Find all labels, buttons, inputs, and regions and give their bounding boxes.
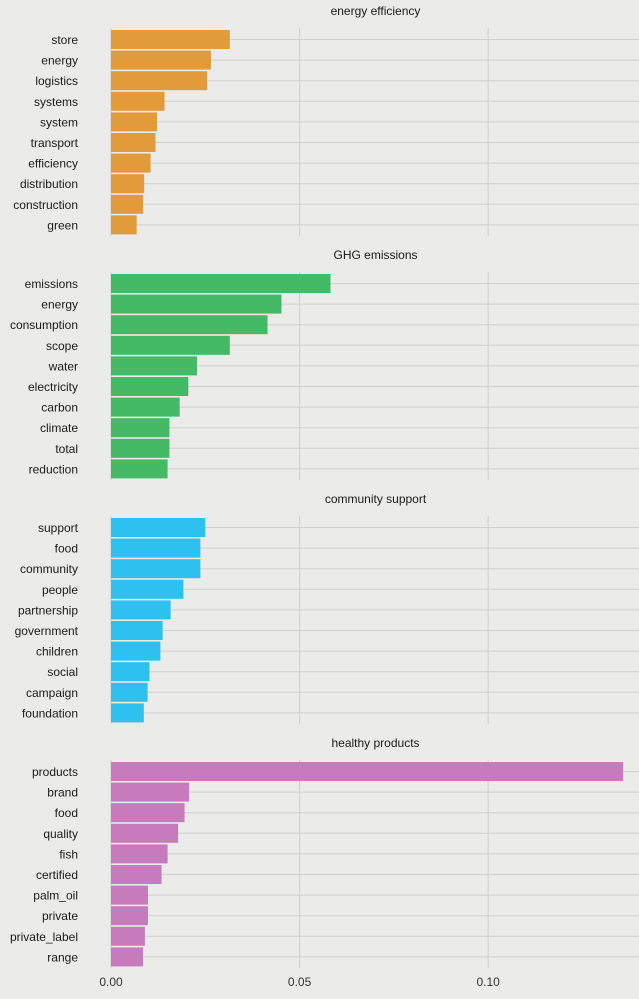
bar-green: [111, 215, 137, 235]
panel-ghg-emissions: GHG emissions emissions energy consumption s…: [10, 248, 639, 480]
bar-distribution: [111, 174, 145, 194]
x-tick-label: 0.10: [476, 975, 500, 989]
category-label: community: [20, 562, 78, 576]
category-label: water: [48, 359, 78, 373]
category-label: electricity: [28, 380, 78, 394]
category-label: children: [36, 645, 78, 659]
bar-consumption: [111, 315, 268, 335]
bar-social: [111, 662, 150, 682]
bar-palm_oil: [111, 885, 148, 905]
category-label: support: [38, 521, 79, 535]
x-axis: 0.00 0.05 0.10: [99, 975, 500, 989]
bar-reduction: [111, 459, 168, 479]
bar-efficiency: [111, 153, 151, 173]
category-label: efficiency: [28, 157, 78, 171]
category-label: reduction: [29, 462, 78, 476]
category-label: palm_oil: [33, 889, 78, 903]
bar-foundation: [111, 703, 144, 723]
bar-community: [111, 559, 201, 579]
category-label: green: [47, 218, 78, 232]
category-label: consumption: [10, 318, 78, 332]
category-label: store: [51, 33, 78, 47]
bar-systems: [111, 91, 165, 111]
category-label: food: [55, 806, 78, 820]
panel-title: healthy products: [331, 736, 419, 750]
bar-total: [111, 438, 170, 458]
category-label: government: [15, 624, 79, 638]
category-label: products: [32, 765, 78, 779]
category-label: climate: [40, 421, 78, 435]
category-label: system: [40, 115, 78, 129]
bar-government: [111, 621, 163, 640]
category-label: foundation: [22, 706, 78, 720]
bar-emissions: [111, 274, 331, 293]
bar-private: [111, 906, 148, 926]
category-label: social: [47, 665, 78, 679]
category-label: private_label: [10, 930, 78, 944]
bar-water: [111, 356, 197, 376]
bar-fish: [111, 844, 168, 864]
category-label: total: [55, 442, 78, 456]
bar-range: [111, 947, 144, 967]
bar-support: [111, 518, 206, 537]
bar-store: [111, 30, 230, 49]
bar-transport: [111, 133, 156, 152]
bar-logistics: [111, 71, 208, 91]
panel-community-support: community support support food community peo…: [15, 492, 639, 724]
bar-quality: [111, 823, 179, 843]
panel-title: community support: [325, 492, 427, 506]
bar-campaign: [111, 682, 148, 702]
bar-partnership: [111, 600, 171, 620]
bar-certified: [111, 865, 162, 884]
category-label: food: [55, 542, 78, 556]
panel-healthy-products: healthy products products brand food quality…: [10, 736, 639, 968]
category-label: brand: [47, 786, 78, 800]
bar-brand: [111, 782, 190, 802]
panel-energy-efficiency: energy efficiency store energy logistics sys…: [13, 4, 639, 236]
category-label: private: [42, 909, 78, 923]
category-label: transport: [31, 136, 79, 150]
bar-construction: [111, 194, 144, 214]
bar-food: [111, 803, 185, 823]
category-label: people: [42, 583, 78, 597]
bar-carbon: [111, 397, 180, 417]
bar-climate: [111, 418, 170, 438]
category-label: range: [47, 950, 78, 964]
category-label: certified: [36, 868, 78, 882]
bar-energy: [111, 50, 211, 70]
bar-children: [111, 641, 161, 661]
bar-system: [111, 112, 158, 132]
category-label: scope: [46, 339, 78, 353]
category-label: energy: [41, 298, 78, 312]
category-label: campaign: [26, 686, 78, 700]
bar-scope: [111, 335, 230, 355]
bar-energy: [111, 294, 282, 314]
x-tick-label: 0.05: [288, 975, 312, 989]
category-label: distribution: [20, 177, 78, 191]
category-label: carbon: [41, 401, 78, 415]
bar-people: [111, 579, 184, 599]
category-label: emissions: [25, 277, 78, 291]
bar-food: [111, 538, 201, 558]
category-label: energy: [41, 54, 78, 68]
bar-electricity: [111, 377, 189, 396]
panel-title: energy efficiency: [331, 4, 421, 18]
panel-title: GHG emissions: [333, 248, 417, 262]
bar-products: [111, 762, 624, 781]
category-label: construction: [13, 198, 78, 212]
x-tick-label: 0.00: [99, 975, 123, 989]
bar-private_label: [111, 926, 145, 946]
category-label: quality: [43, 827, 78, 841]
category-label: partnership: [18, 603, 78, 617]
category-label: logistics: [35, 74, 78, 88]
category-label: systems: [34, 95, 78, 109]
category-label: fish: [59, 847, 78, 861]
